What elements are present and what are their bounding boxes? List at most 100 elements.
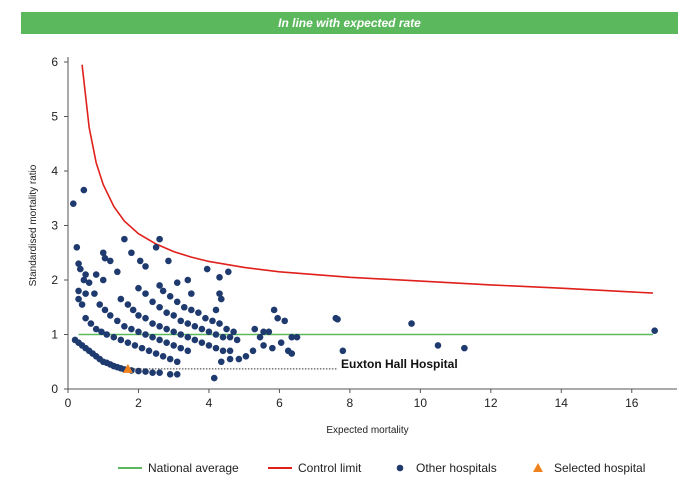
hospital-point xyxy=(173,279,181,287)
hospital-point xyxy=(170,328,178,336)
hospital-point xyxy=(173,298,181,306)
hospital-point xyxy=(142,368,149,375)
hospital-point xyxy=(114,268,121,276)
hospital-point xyxy=(216,320,223,327)
hospital-point xyxy=(205,328,213,336)
hospital-point xyxy=(173,358,181,366)
hospital-point xyxy=(73,244,81,251)
hospital-point xyxy=(128,249,135,257)
axes xyxy=(67,57,677,390)
hospital-point xyxy=(142,263,149,270)
hospital-point xyxy=(217,295,225,303)
legend-label: Other hospitals xyxy=(416,461,497,475)
hospital-point xyxy=(152,244,160,251)
hospital-point xyxy=(277,339,285,346)
hospital-point xyxy=(156,323,163,330)
hospital-point xyxy=(92,271,100,278)
hospital-point xyxy=(288,350,296,357)
hospital-point xyxy=(135,312,142,319)
hospital-point xyxy=(149,298,156,306)
hospital-point xyxy=(121,235,128,243)
hospital-point xyxy=(217,358,225,366)
hospital-point xyxy=(92,325,100,333)
hospital-point xyxy=(223,325,230,333)
hospital-point xyxy=(188,306,195,314)
hospital-point xyxy=(188,290,195,297)
hospital-point xyxy=(159,287,167,295)
hospital-point xyxy=(209,317,216,325)
hospital-point xyxy=(226,333,234,341)
legend-dot-swatch xyxy=(396,464,404,472)
hospital-point xyxy=(191,336,199,344)
hospital-point xyxy=(408,320,415,327)
hospital-point xyxy=(242,353,250,360)
y-tick-label: 5 xyxy=(51,110,58,124)
y-tick-label: 2 xyxy=(51,273,58,287)
hospital-point xyxy=(434,342,442,349)
y-tick-label: 6 xyxy=(51,55,58,69)
hospital-point xyxy=(202,314,209,322)
hospital-point xyxy=(198,325,206,333)
hospital-point xyxy=(166,293,174,300)
hospital-point xyxy=(69,200,77,207)
hospital-point xyxy=(99,276,107,284)
hospital-point xyxy=(87,320,95,327)
hospital-point xyxy=(226,347,234,355)
y-tick-label: 0 xyxy=(51,382,58,396)
hospital-point xyxy=(117,295,125,303)
hospital-point xyxy=(82,314,89,322)
hospital-point xyxy=(82,271,89,278)
x-tick-label: 4 xyxy=(206,396,213,410)
hospital-point xyxy=(235,355,243,363)
hospital-point xyxy=(334,315,341,323)
hospital-point xyxy=(110,333,118,341)
hospital-point xyxy=(216,273,223,281)
hospital-point xyxy=(165,257,172,265)
x-axis-label: Expected mortality xyxy=(326,425,408,436)
hospital-point xyxy=(75,260,82,267)
hospital-point xyxy=(101,306,109,314)
hospital-point xyxy=(461,344,468,352)
hospital-point xyxy=(131,342,139,349)
hospital-point xyxy=(78,301,86,308)
hospital-point xyxy=(293,333,301,341)
hospital-point xyxy=(184,333,192,341)
hospital-point xyxy=(106,257,114,265)
hospital-point xyxy=(142,331,149,338)
x-tick-label: 12 xyxy=(484,396,498,410)
hospital-point xyxy=(270,306,278,314)
hospital-point xyxy=(184,320,192,327)
hospital-point xyxy=(184,347,192,355)
x-tick-label: 6 xyxy=(276,396,283,410)
hospital-point xyxy=(152,350,160,357)
hospital-point xyxy=(124,301,132,308)
hospital-point xyxy=(149,369,156,376)
y-tick-label: 3 xyxy=(51,219,58,233)
hospital-point xyxy=(265,328,273,336)
x-tick-label: 10 xyxy=(414,396,428,410)
hospital-point xyxy=(80,276,88,284)
hospital-point xyxy=(163,339,170,346)
hospital-point xyxy=(163,325,170,333)
hospital-point xyxy=(145,347,153,355)
hospital-point xyxy=(251,325,259,333)
hospital-point xyxy=(156,235,163,243)
y-axis-label: Standardised mortality ratio xyxy=(28,164,39,286)
legend-item: Control limit xyxy=(268,461,362,475)
hospital-point xyxy=(177,317,185,325)
hospital-point xyxy=(226,355,234,363)
legend-item: Selected hospital xyxy=(533,461,645,475)
hospital-point xyxy=(212,331,220,338)
hospital-point xyxy=(156,282,163,289)
hospital-point xyxy=(85,279,93,287)
legend-item: Other hospitals xyxy=(396,461,497,475)
hospital-point xyxy=(651,327,658,334)
hospital-point xyxy=(117,336,125,344)
hospital-point xyxy=(138,344,146,352)
hospital-point xyxy=(96,301,104,308)
x-tick-label: 2 xyxy=(135,396,142,410)
legend-label: Control limit xyxy=(298,461,362,475)
hospital-point xyxy=(135,284,142,292)
hospital-point xyxy=(80,186,88,194)
